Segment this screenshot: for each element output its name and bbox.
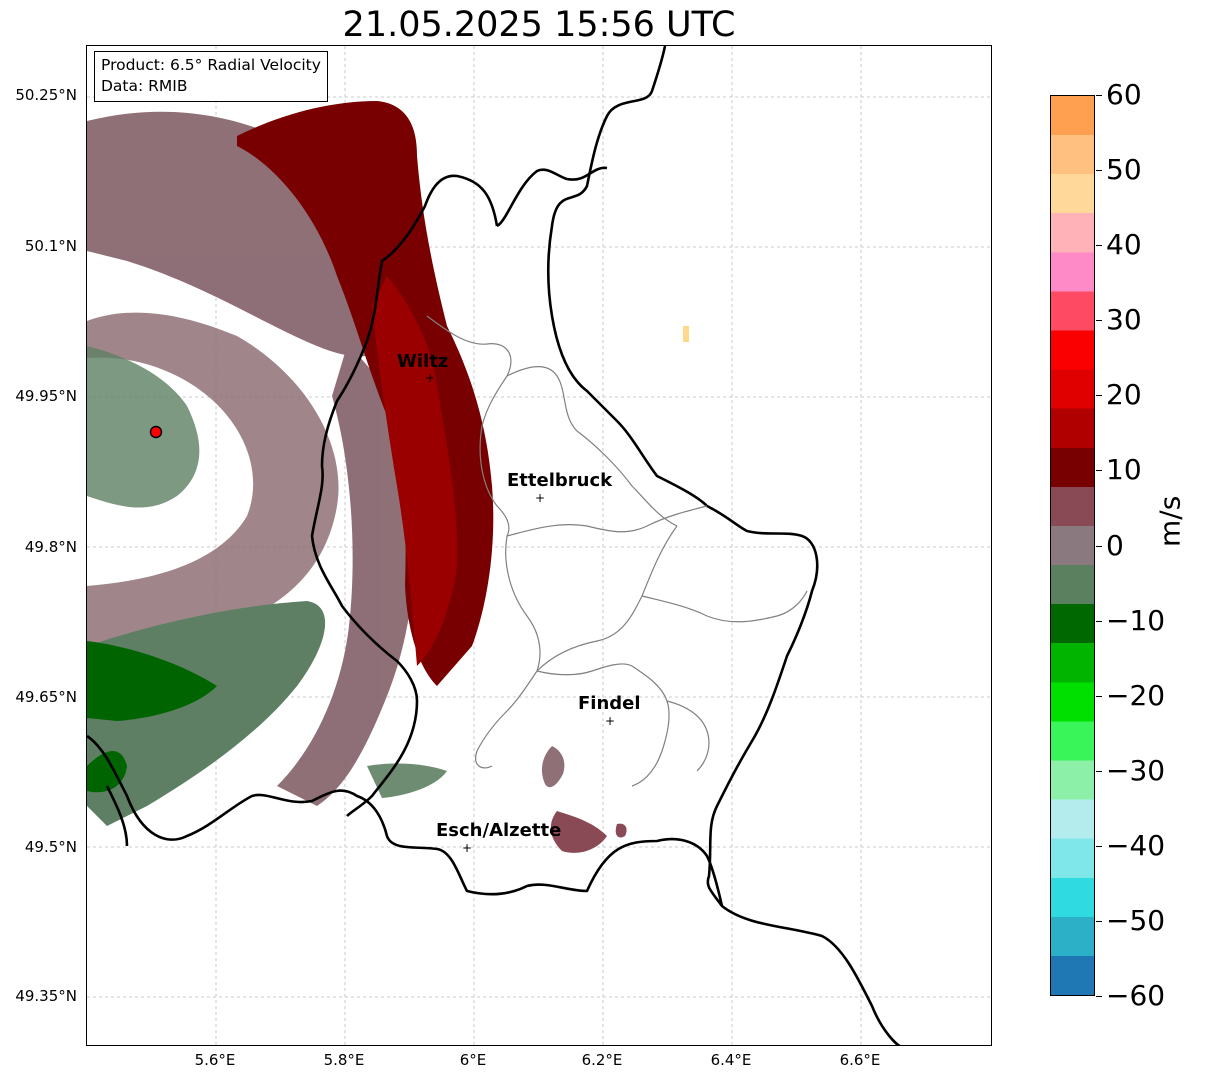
colorbar-tick-label: −60 xyxy=(1106,979,1166,1012)
lon-tick-label: 5.8°E xyxy=(323,1051,365,1069)
lat-tick-label: 49.8°N xyxy=(24,538,77,556)
lat-tick-label: 49.65°N xyxy=(15,688,77,706)
radar-echo-outbound-light xyxy=(550,811,627,853)
city-label-findel: Findel xyxy=(578,693,641,714)
colorbar-tick-label: −20 xyxy=(1106,678,1166,712)
colorbar-tick xyxy=(1096,170,1102,172)
city-label-esch-alzette: Esch/Alzette xyxy=(436,820,562,841)
product-info-box: Product: 6.5° Radial Velocity Data: RMIB xyxy=(94,51,328,102)
colorbar-tick xyxy=(1096,245,1102,247)
city-marker-wiltz: + xyxy=(424,371,436,385)
colorbar-tick xyxy=(1096,320,1102,322)
map-title: 21.05.2025 15:56 UTC xyxy=(342,5,736,45)
lon-tick-label: 6.2°E xyxy=(581,1051,623,1069)
lat-tick-label: 49.35°N xyxy=(15,987,77,1005)
colorbar-unit-label: m/s xyxy=(1153,495,1187,547)
city-marker-ettelbruck: + xyxy=(534,491,546,505)
radar-echo-artifact xyxy=(683,326,689,342)
colorbar-tick-label: 10 xyxy=(1106,453,1142,487)
lon-tick-label: 6.4°E xyxy=(710,1051,752,1069)
city-label-ettelbruck: Ettelbruck xyxy=(507,470,613,491)
colorbar-tick xyxy=(1096,620,1102,622)
lon-tick-label: 5.6°E xyxy=(194,1051,236,1069)
radar-echo-outbound-moderate xyxy=(372,276,458,666)
lon-tick-label: 6.6°E xyxy=(839,1051,881,1069)
colorbar-tick xyxy=(1096,845,1102,847)
colorbar-tick-label: 60 xyxy=(1106,78,1142,111)
lon-tick-label: 6°E xyxy=(459,1051,487,1069)
colorbar-tick-label: −30 xyxy=(1106,753,1166,787)
colorbar-tick xyxy=(1096,545,1102,547)
colorbar-tick-label: −50 xyxy=(1106,903,1166,937)
colorbar-tick xyxy=(1096,770,1102,772)
city-marker-findel: + xyxy=(604,714,616,728)
radar-echo-inbound-strong xyxy=(87,641,217,793)
lat-tick-label: 49.95°N xyxy=(15,387,77,405)
country-borders xyxy=(87,46,901,1045)
radar-map[interactable] xyxy=(86,45,992,1046)
data-source-label: Data: RMIB xyxy=(101,77,188,95)
colorbar-tick xyxy=(1096,470,1102,472)
colorbar-tick xyxy=(1096,996,1102,997)
colorbar-tick xyxy=(1096,395,1102,397)
colorbar-tick-label: 50 xyxy=(1106,153,1142,187)
radar-site-marker xyxy=(149,425,163,439)
colorbar-tick xyxy=(1096,695,1102,697)
product-label: Product: 6.5° Radial Velocity xyxy=(101,56,321,74)
colorbar-tick-label: −10 xyxy=(1106,603,1166,637)
city-label-wiltz: Wiltz xyxy=(397,351,449,372)
lat-tick-label: 50.25°N xyxy=(15,86,77,104)
colorbar-tick-label: 30 xyxy=(1106,303,1142,337)
lat-tick-label: 49.5°N xyxy=(24,838,77,856)
city-marker-esch-alzette: + xyxy=(461,841,473,855)
lat-tick-label: 50.1°N xyxy=(24,237,77,255)
colorbar-tick xyxy=(1096,920,1102,922)
colorbar-tick-label: 20 xyxy=(1106,378,1142,412)
colorbar-tick xyxy=(1096,95,1102,96)
radar-map-canvas xyxy=(87,46,991,1045)
colorbar-tick-label: −40 xyxy=(1106,828,1166,862)
velocity-colorbar xyxy=(1050,95,1095,996)
district-boundaries xyxy=(426,315,808,787)
colorbar-tick-label: 40 xyxy=(1106,228,1142,262)
colorbar-tick-label: 0 xyxy=(1106,528,1124,562)
